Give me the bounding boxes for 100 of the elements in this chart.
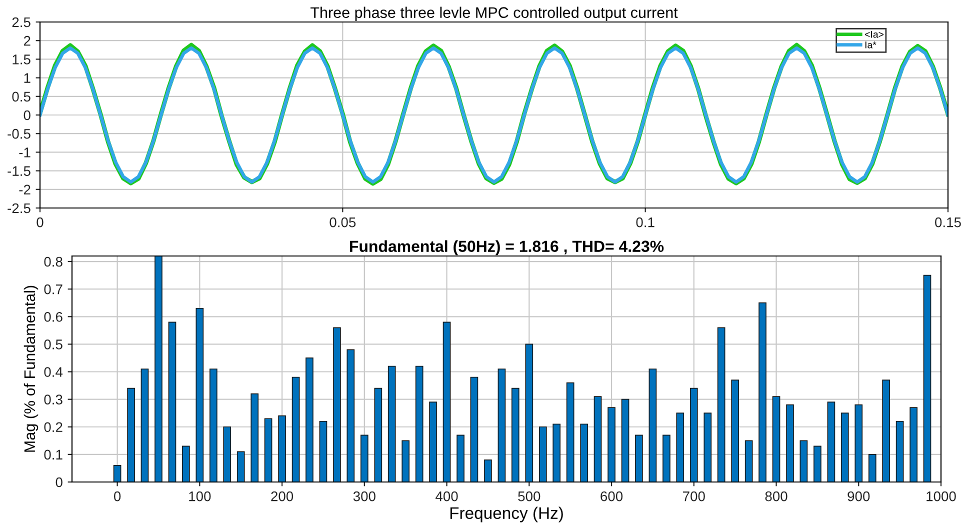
bar [140,368,149,482]
bar [717,327,726,482]
y-tick-label: 2.5 [12,17,30,28]
y-tick-label: 0.2 [44,422,62,432]
x-tick-label: 400 [436,491,458,502]
x-tick-label: 700 [683,491,705,502]
bar [566,382,574,482]
x-tick-label: 1000 [926,491,956,502]
y-tick-label: 1.5 [12,54,30,64]
bar [786,404,794,482]
y-tick-label: 0.5 [44,340,62,350]
x-axis-title: Frequency (Hz) [450,506,563,522]
y-tick-label: 0.4 [44,367,63,377]
bar [731,380,739,482]
bar [264,418,272,482]
x-tick-label: 0 [36,217,44,228]
bar [594,396,602,482]
y-tick-label: -2.5 [8,203,30,214]
bar [333,327,341,482]
bar [662,434,670,482]
bar [223,426,232,482]
bar [456,434,464,482]
bar [552,424,560,482]
y-tick-label: 0 [24,110,30,120]
bar [429,402,437,482]
bar [690,388,698,482]
legend-label: Ia* [865,42,876,48]
y-tick-label: -1.5 [8,166,30,176]
bar [923,274,932,482]
bar [538,426,547,482]
x-tick-label: 0.15 [935,217,961,228]
y-axis-title: Mag (% of Fundamental) [24,286,38,452]
bar [154,256,162,482]
bar [292,376,300,482]
bar [442,322,451,482]
y-tick-label: 0.5 [12,92,30,102]
chart-title: Three phase three levle MPC controlled output current [310,6,678,22]
bar [498,368,506,482]
bar [827,402,836,482]
bar [182,446,190,482]
y-tick-label: -1 [19,148,30,158]
bar [525,344,534,482]
y-tick-label: 0 [56,477,62,488]
x-tick-label: 600 [600,491,623,502]
y-tick-label: 2 [24,36,30,46]
y-tick-label: 0.8 [44,256,62,267]
bar [868,454,876,482]
bar [648,368,657,482]
bar [814,446,822,482]
bar [346,349,355,482]
bar [854,404,863,482]
bar [236,451,245,482]
y-tick-label: 0.6 [44,312,62,322]
bar [704,412,712,482]
bar [374,388,382,482]
bar [608,407,616,482]
x-tick-label: 0.05 [330,217,356,228]
bar [306,358,314,482]
chart-title: Fundamental (50Hz) = 1.816 , THD= 4.23% [350,240,664,256]
bar [402,440,410,482]
bar [758,302,766,482]
bar [910,407,918,482]
bar [580,424,588,482]
bar [744,440,753,482]
y-tick-label: -2 [19,184,30,194]
bar [882,380,890,482]
bar [840,412,849,482]
bar [278,415,286,482]
bar [896,420,904,482]
bar [621,398,630,482]
x-tick-label: 0.1 [636,217,654,228]
bar [210,368,218,482]
y-tick-label: 0.7 [44,284,62,294]
bar [511,388,520,482]
x-tick-label: 200 [271,491,294,502]
bar [388,366,396,482]
bar [772,396,780,482]
x-tick-label: 0 [114,491,121,502]
bar [127,388,135,482]
y-tick-label: -0.5 [8,128,30,139]
bar [250,393,259,482]
legend-label: <Ia> [865,31,884,38]
bar [470,376,478,482]
bar [800,440,808,482]
y-tick-label: 0.1 [44,450,62,460]
x-tick-label: 100 [189,491,211,502]
bar [113,465,122,482]
bar [196,308,204,482]
bar [676,412,684,482]
bar [415,366,424,482]
bar [484,460,492,482]
x-tick-label: 800 [765,491,788,502]
y-tick-label: 1 [24,73,30,83]
bar [319,420,328,482]
x-tick-label: 900 [848,491,870,502]
y-tick-label: 0.3 [44,394,62,404]
bar [168,322,176,482]
x-tick-label: 300 [353,491,376,502]
bar [635,434,643,482]
bar [360,434,368,482]
